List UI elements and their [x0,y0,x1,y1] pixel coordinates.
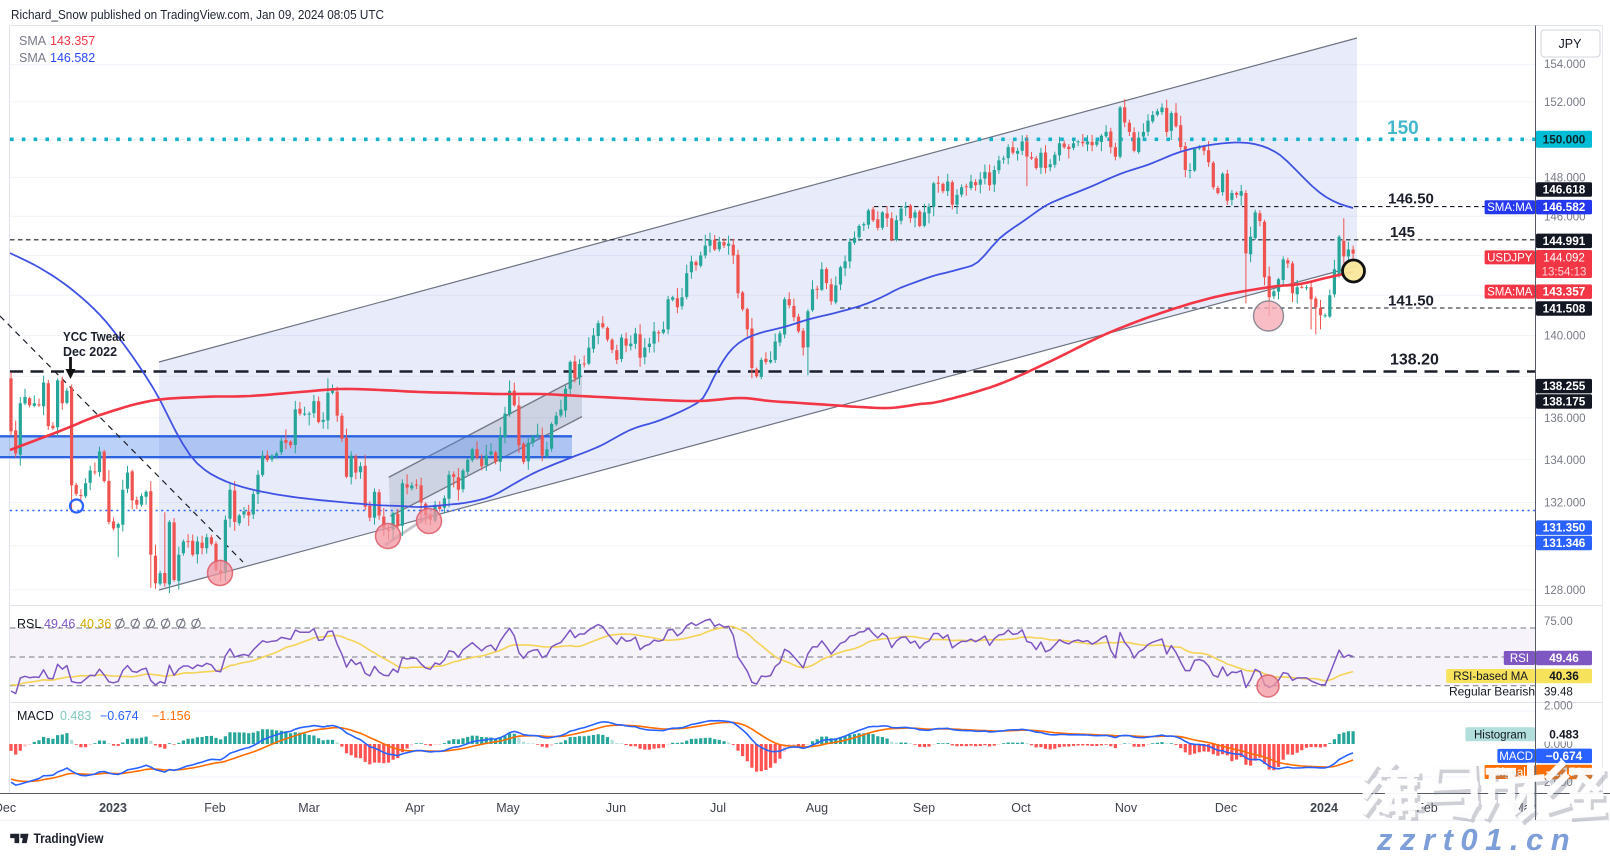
svg-text:141.50: 141.50 [1388,293,1434,310]
svg-text:2023: 2023 [99,801,127,815]
svg-text:141.508: 141.508 [1543,302,1586,316]
svg-text:USDJPY: USDJPY [1487,252,1533,264]
svg-text:148.000: 148.000 [1544,173,1586,185]
svg-text:−1.156: −1.156 [152,709,191,723]
svg-text:128.000: 128.000 [1544,585,1586,597]
svg-text:13:54:13: 13:54:13 [1542,267,1587,279]
svg-text:zzrt01.cn: zzrt01.cn [1379,825,1580,857]
svg-text:140.000: 140.000 [1544,330,1586,342]
svg-text:TradingView: TradingView [34,831,104,846]
svg-text:39.48: 39.48 [1544,687,1573,699]
svg-text:Nov: Nov [1115,801,1138,815]
svg-text:Oct: Oct [1011,801,1031,815]
svg-text:2.000: 2.000 [1544,701,1573,713]
svg-text:146.618: 146.618 [1543,183,1586,197]
svg-text:49.46: 49.46 [1549,651,1579,665]
svg-text:RSI: RSI [1510,653,1529,665]
svg-text:2024: 2024 [1310,801,1338,815]
svg-text:MACD: MACD [1499,751,1533,763]
svg-text:Histogram: Histogram [1474,729,1526,741]
svg-text:JPY: JPY [1559,37,1583,51]
svg-text:146.582: 146.582 [50,51,95,65]
svg-text:Apr: Apr [405,801,424,815]
svg-text:Aug: Aug [806,801,828,815]
svg-text:136.000: 136.000 [1544,413,1586,425]
svg-text:Dec: Dec [0,801,16,815]
svg-text:RSI-based MA: RSI-based MA [1453,671,1528,683]
svg-text:SMA: SMA [19,34,47,48]
svg-text:Mar: Mar [298,801,320,815]
svg-text:SMA:MA: SMA:MA [1487,287,1533,299]
svg-text:SMA: SMA [19,51,47,65]
svg-text:152.000: 152.000 [1544,97,1586,109]
svg-text:−0.674: −0.674 [1546,749,1583,763]
svg-text:Feb: Feb [204,801,226,815]
svg-text:Dec 2022: Dec 2022 [63,344,117,359]
svg-text:144.092: 144.092 [1543,253,1585,265]
svg-text:150.000: 150.000 [1543,132,1586,146]
svg-text:0.483: 0.483 [1549,727,1579,741]
svg-text:138.20: 138.20 [1390,352,1439,369]
svg-text:145: 145 [1390,224,1415,241]
svg-text:MACD: MACD [17,709,54,723]
svg-text:0.000: 0.000 [1544,739,1573,751]
svg-text:Jul: Jul [710,801,726,815]
svg-text:Dec: Dec [1215,801,1237,815]
svg-text:146.50: 146.50 [1388,191,1434,208]
svg-text:40.36: 40.36 [1549,669,1579,683]
svg-text:132.000: 132.000 [1544,498,1586,510]
svg-text:143.357: 143.357 [1543,285,1586,299]
svg-text:75.00: 75.00 [1544,616,1573,628]
svg-text:Jun: Jun [606,801,626,815]
svg-text:138.175: 138.175 [1543,395,1586,409]
svg-text:YCC Tweak: YCC Tweak [63,329,126,344]
svg-text:Regular Bearish: Regular Bearish [1449,685,1535,699]
svg-text:Feb: Feb [1416,801,1438,815]
svg-text:0.483: 0.483 [60,709,91,723]
svg-text:131.350: 131.350 [1543,521,1586,535]
svg-text:143.357: 143.357 [50,34,95,48]
svg-text:150: 150 [1387,118,1419,139]
svg-text:138.255: 138.255 [1543,379,1586,393]
svg-text:Sep: Sep [913,801,935,815]
svg-text:154.000: 154.000 [1544,59,1586,71]
svg-text:49.46: 49.46 [44,617,75,631]
svg-text:146.582: 146.582 [1543,200,1586,214]
svg-text:131.346: 131.346 [1543,536,1586,550]
svg-text:May: May [496,801,520,815]
svg-text:40.36: 40.36 [80,617,111,631]
svg-text:144.991: 144.991 [1543,234,1586,248]
svg-text:Richard_Snow published on Trad: Richard_Snow published on TradingView.co… [11,7,384,22]
svg-text:134.000: 134.000 [1544,455,1586,467]
svg-text:RSL: RSL [17,617,41,631]
svg-text:SMA:MA: SMA:MA [1487,202,1533,214]
svg-text:−0.674: −0.674 [100,709,139,723]
svg-text:zzrt01.cn: zzrt01.cn [1376,822,1577,857]
